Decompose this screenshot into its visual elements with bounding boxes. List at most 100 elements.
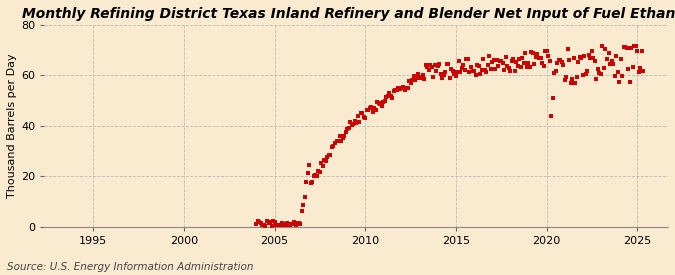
Point <box>412 72 423 76</box>
Point <box>340 130 351 134</box>
Point <box>405 81 416 85</box>
Point <box>614 80 624 84</box>
Point <box>290 223 301 227</box>
Title: Monthly Refining District Texas Inland Refinery and Blender Net Input of Fuel Et: Monthly Refining District Texas Inland R… <box>22 7 675 21</box>
Point <box>576 56 587 60</box>
Point <box>529 62 540 66</box>
Point <box>528 51 539 55</box>
Point <box>481 70 491 74</box>
Point <box>496 59 507 64</box>
Point <box>551 61 562 65</box>
Point <box>537 61 547 65</box>
Point <box>443 61 454 66</box>
Point <box>331 139 342 143</box>
Point <box>423 68 434 72</box>
Point <box>295 221 306 226</box>
Point <box>425 63 435 68</box>
Point <box>369 106 380 111</box>
Point <box>577 72 588 77</box>
Point <box>292 221 302 226</box>
Point <box>327 145 338 149</box>
Point <box>422 65 433 69</box>
Point <box>383 94 394 98</box>
Point <box>300 195 310 199</box>
Point <box>357 111 368 116</box>
Point <box>254 220 265 224</box>
Point <box>435 72 446 76</box>
Point <box>334 134 345 139</box>
Point <box>538 64 549 68</box>
Point <box>473 64 484 68</box>
Point <box>524 65 535 69</box>
Point <box>328 144 339 148</box>
Point <box>301 180 312 184</box>
Point <box>358 115 369 120</box>
Point <box>599 66 610 70</box>
Point <box>612 70 623 75</box>
Point <box>485 67 496 72</box>
Point <box>387 95 398 100</box>
Point <box>337 135 348 140</box>
Point <box>588 56 599 60</box>
Point <box>272 223 283 227</box>
Point <box>468 68 479 73</box>
Point <box>302 170 313 175</box>
Point <box>635 66 646 71</box>
Y-axis label: Thousand Barrels per Day: Thousand Barrels per Day <box>7 54 17 198</box>
Point <box>512 64 523 69</box>
Point <box>304 163 315 167</box>
Point <box>508 57 518 61</box>
Point <box>346 122 357 127</box>
Point <box>367 110 378 114</box>
Point <box>621 46 632 51</box>
Point <box>467 68 478 73</box>
Point <box>321 159 331 163</box>
Point <box>567 77 578 81</box>
Point <box>458 62 469 67</box>
Point <box>310 173 321 178</box>
Point <box>406 78 417 82</box>
Point <box>298 203 308 207</box>
Point <box>455 69 466 74</box>
Point <box>266 224 277 228</box>
Point <box>378 100 389 104</box>
Point <box>605 62 616 66</box>
Point <box>484 54 495 59</box>
Point <box>377 103 387 108</box>
Point <box>315 170 325 174</box>
Point <box>585 56 596 60</box>
Point <box>323 153 334 157</box>
Point <box>591 77 602 82</box>
Point <box>251 222 262 226</box>
Point <box>366 105 377 109</box>
Point <box>273 223 284 227</box>
Point <box>632 48 643 53</box>
Point <box>620 45 630 49</box>
Point <box>568 56 579 60</box>
Point <box>348 122 358 127</box>
Point <box>433 64 443 68</box>
Point <box>554 58 564 62</box>
Point <box>522 65 533 69</box>
Point <box>260 224 271 228</box>
Point <box>493 64 504 68</box>
Point <box>448 69 458 73</box>
Point <box>392 88 402 93</box>
Point <box>472 62 483 67</box>
Point <box>402 86 413 90</box>
Point <box>410 78 421 82</box>
Point <box>307 180 318 185</box>
Point <box>343 126 354 130</box>
Point <box>580 72 591 76</box>
Point <box>438 73 449 78</box>
Point <box>257 223 268 228</box>
Point <box>637 49 647 53</box>
Point <box>364 106 375 111</box>
Point <box>371 107 381 112</box>
Point <box>339 134 350 139</box>
Point <box>317 164 328 168</box>
Point <box>478 56 489 61</box>
Point <box>421 63 431 67</box>
Point <box>589 59 600 64</box>
Point <box>262 219 273 224</box>
